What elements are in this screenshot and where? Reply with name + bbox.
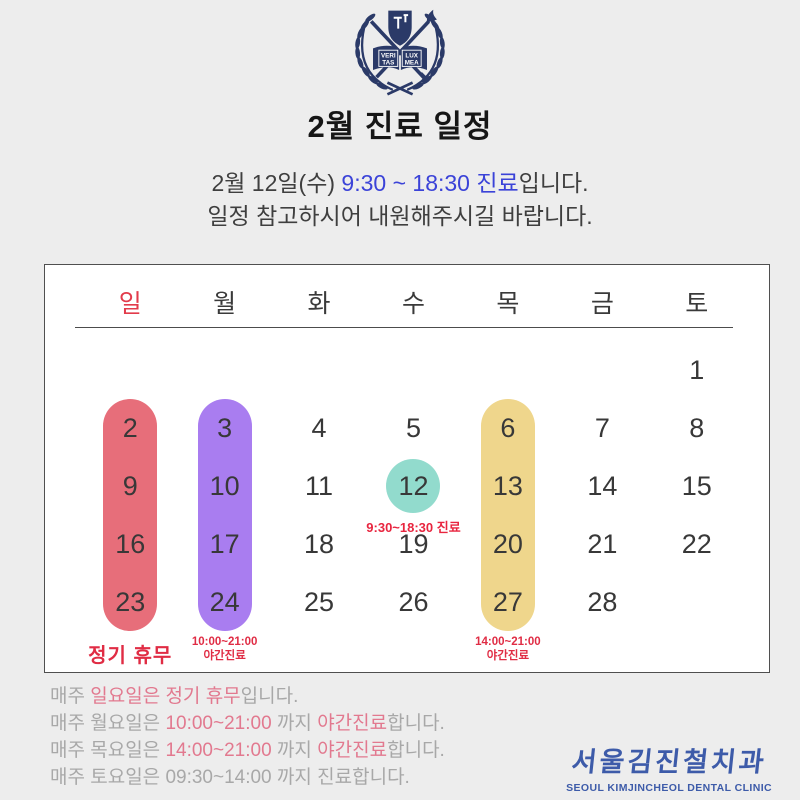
- day-cell: 23: [115, 586, 146, 617]
- weekday-friday: 금: [590, 290, 614, 318]
- day-cell-12: 12: [398, 470, 429, 501]
- day-cell: 8: [689, 412, 705, 443]
- day-cell: 1: [689, 354, 705, 385]
- day-cell: [83, 341, 177, 399]
- day-cell: [177, 341, 271, 399]
- day-cell: [461, 341, 555, 399]
- note-text: 매주 목요일은: [50, 740, 166, 761]
- motto-veri: VERI: [381, 52, 396, 59]
- weekday-header-row: 일 월 화 수 목 금 토: [45, 265, 769, 321]
- day-cell: [650, 573, 744, 631]
- note-highlight: 10:00~21:00: [165, 713, 272, 734]
- day-12-hours-label: 9:30~18:30 진료: [366, 520, 461, 535]
- day-number-layer: 1 2 3 4 5 6 7 8 9 10 11 12 13 14 15 16 1…: [45, 341, 769, 631]
- day-cell: 6: [500, 412, 516, 443]
- day-cell: 7: [594, 412, 610, 443]
- day-cell: 3: [217, 412, 233, 443]
- motto-lux: LUX: [405, 52, 418, 59]
- weekday-monday: 월: [213, 290, 237, 318]
- motto-tas: TAS: [382, 60, 394, 67]
- note-text: 까지: [271, 713, 318, 734]
- day-cell: 5: [405, 412, 421, 443]
- schedule-subtitle: 2월 12일(수) 9:30 ~ 18:30 진료입니다. 일정 참고하시어 내…: [0, 167, 800, 233]
- note-text: 합니다.: [387, 740, 445, 761]
- calendar-grid: 9:30~18:30 진료 정기 휴무 10:00~21:00 야간진료 14:…: [45, 341, 769, 668]
- note-text: 까지: [271, 740, 318, 761]
- note-sunday: 매주 일요일은 정기 휴무입니다.: [50, 683, 445, 710]
- day-cell: 4: [311, 412, 327, 443]
- thursday-night-pill: [480, 399, 535, 631]
- day-cell: 27: [492, 586, 523, 617]
- calendar-panel: 일 월 화 수 목 금 토 9:30~18:30 진료 정기 휴무 10:00~…: [44, 264, 770, 673]
- day-cell: 25: [304, 586, 335, 617]
- day-cell: [272, 341, 366, 399]
- monday-time: 10:00~21:00: [191, 636, 258, 648]
- thursday-hours-label: 14:00~21:00 야간진료: [475, 636, 541, 663]
- day-cell: 15: [681, 470, 712, 501]
- clinic-logo: 서울김진철치과 SEOUL KIMJINCHEOL DENTAL CLINIC: [566, 740, 772, 794]
- subtitle-hours-highlight: 9:30 ~ 18:30 진료: [341, 170, 519, 196]
- motto-mea: MEA: [405, 60, 419, 67]
- subtitle-suffix: 입니다.: [518, 170, 589, 196]
- weekday-wednesday: 수: [401, 290, 425, 318]
- weekday-thursday: 목: [496, 290, 520, 318]
- weekday-saturday: 토: [685, 290, 709, 318]
- sunday-closed-pill: [103, 399, 158, 631]
- university-seal-logo: VERI TAS LUX MEA: [346, 6, 454, 103]
- clinic-name-korean: 서울김진철치과: [569, 747, 768, 777]
- day-cell: 22: [681, 528, 712, 559]
- subtitle-date: 2월 12일(수): [211, 170, 342, 196]
- day-cell: 9: [122, 470, 138, 501]
- day-cell: 2: [122, 412, 138, 443]
- university-seal-icon: VERI TAS LUX MEA: [355, 9, 445, 96]
- subtitle-line-2: 일정 참고하시어 내원해주시길 바랍니다.: [207, 203, 593, 229]
- note-monday: 매주 월요일은 10:00~21:00 까지 야간진료합니다.: [50, 710, 445, 737]
- note-text: 매주: [50, 686, 91, 707]
- day-cell: 28: [587, 586, 618, 617]
- weekday-sunday: 일: [118, 290, 142, 318]
- note-thursday: 매주 목요일은 14:00~21:00 까지 야간진료합니다.: [50, 737, 445, 764]
- day-cell: 11: [305, 470, 334, 501]
- page-title: 2월 진료 일정: [307, 109, 493, 144]
- day-cell: [366, 341, 460, 399]
- day-cell: 16: [115, 528, 146, 559]
- day-cell: 17: [209, 528, 240, 559]
- note-saturday: 매주 토요일은 09:30~14:00 까지 진료합니다.: [50, 764, 445, 791]
- note-highlight: 야간진료: [317, 740, 388, 761]
- note-highlight: 14:00~21:00: [165, 740, 272, 761]
- day-cell: 20: [492, 528, 523, 559]
- day-12-highlight-circle: [386, 459, 441, 513]
- sunday-closed-label: 정기 휴무: [88, 645, 173, 667]
- note-highlight: 일요일은 정기 휴무: [90, 686, 241, 707]
- schedule-notes: 매주 일요일은 정기 휴무입니다. 매주 월요일은 10:00~21:00 까지…: [50, 683, 445, 791]
- note-text: 입니다.: [240, 686, 299, 707]
- day-cell: 10: [209, 470, 240, 501]
- day-cell: 18: [304, 528, 335, 559]
- day-cell: 26: [398, 586, 429, 617]
- day-cell: 13: [492, 470, 523, 501]
- monday-type: 야간진료: [203, 649, 246, 662]
- day-cell: [555, 341, 649, 399]
- day-cell: 21: [587, 528, 618, 559]
- note-text: 매주 월요일은: [50, 713, 166, 734]
- note-text: 매주 토요일은 09:30~14:00 까지 진료합니다.: [50, 767, 410, 788]
- day-cell: 19: [398, 528, 429, 559]
- header-divider-line: [75, 327, 733, 328]
- monday-night-pill: [197, 399, 252, 631]
- weekday-tuesday: 화: [307, 290, 331, 318]
- thursday-type: 야간진료: [486, 649, 530, 662]
- note-text: 합니다.: [387, 713, 445, 734]
- subtitle-line-1: 2월 12일(수) 9:30 ~ 18:30 진료입니다.: [0, 167, 800, 200]
- monday-hours-label: 10:00~21:00 야간진료: [192, 636, 258, 663]
- highlight-layer: 9:30~18:30 진료 정기 휴무 10:00~21:00 야간진료 14:…: [45, 341, 769, 673]
- clinic-name-english: SEOUL KIMJINCHEOL DENTAL CLINIC: [566, 782, 772, 794]
- note-highlight: 야간진료: [317, 713, 388, 734]
- day-cell: 14: [587, 470, 618, 501]
- day-cell: 24: [209, 586, 240, 617]
- thursday-time: 14:00~21:00: [475, 636, 541, 648]
